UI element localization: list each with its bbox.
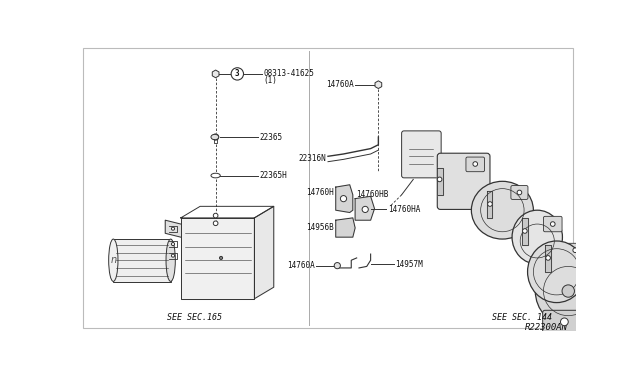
FancyBboxPatch shape (566, 243, 584, 258)
Circle shape (437, 177, 442, 182)
Circle shape (334, 263, 340, 269)
Text: 14760H: 14760H (307, 188, 334, 197)
Polygon shape (336, 218, 355, 237)
Text: 22365H: 22365H (260, 171, 287, 180)
Circle shape (172, 243, 175, 246)
Text: 14760HB: 14760HB (356, 190, 388, 199)
Polygon shape (375, 81, 381, 89)
FancyBboxPatch shape (437, 153, 490, 209)
Circle shape (172, 254, 175, 257)
Circle shape (562, 285, 575, 297)
Circle shape (550, 222, 555, 226)
Polygon shape (165, 220, 180, 237)
Text: R22300AN: R22300AN (525, 323, 568, 332)
FancyBboxPatch shape (543, 217, 562, 232)
Circle shape (220, 256, 223, 260)
Ellipse shape (211, 134, 219, 140)
Ellipse shape (109, 239, 118, 281)
Text: (1): (1) (264, 76, 278, 84)
Circle shape (573, 248, 577, 253)
Text: n: n (110, 255, 116, 265)
Circle shape (473, 162, 477, 166)
Text: SEE SEC. 144: SEE SEC. 144 (492, 314, 552, 323)
Circle shape (340, 196, 347, 202)
Ellipse shape (211, 173, 220, 178)
Circle shape (522, 229, 527, 233)
Ellipse shape (512, 210, 563, 264)
Polygon shape (487, 191, 492, 218)
Circle shape (546, 256, 550, 260)
Polygon shape (355, 196, 374, 220)
Circle shape (231, 68, 244, 80)
Text: 22365: 22365 (260, 132, 283, 141)
FancyBboxPatch shape (543, 310, 586, 334)
FancyBboxPatch shape (466, 157, 484, 172)
Bar (113, 240, 172, 282)
Text: 08313-41625: 08313-41625 (264, 68, 314, 78)
Circle shape (212, 134, 219, 140)
FancyBboxPatch shape (402, 131, 441, 178)
Text: 14760HA: 14760HA (388, 205, 420, 214)
Text: 14760A: 14760A (287, 261, 315, 270)
Text: 14957M: 14957M (396, 260, 423, 269)
Polygon shape (180, 218, 254, 299)
Circle shape (213, 221, 218, 225)
Text: SEE SEC.165: SEE SEC.165 (167, 314, 222, 323)
Ellipse shape (527, 241, 586, 302)
Text: 14760A: 14760A (326, 80, 353, 89)
Text: 22316N: 22316N (299, 154, 326, 163)
Text: 14956B: 14956B (307, 224, 334, 232)
Circle shape (561, 318, 568, 326)
Polygon shape (336, 185, 353, 212)
Circle shape (517, 190, 522, 195)
Circle shape (488, 202, 492, 206)
Text: 3: 3 (235, 70, 239, 78)
Polygon shape (436, 168, 443, 195)
Ellipse shape (535, 256, 601, 326)
Circle shape (362, 206, 368, 212)
Ellipse shape (166, 239, 175, 281)
Polygon shape (545, 245, 551, 272)
Circle shape (213, 213, 218, 218)
Polygon shape (254, 206, 274, 299)
Polygon shape (212, 70, 219, 78)
Ellipse shape (472, 181, 533, 239)
Polygon shape (522, 218, 528, 245)
Circle shape (172, 227, 175, 230)
FancyBboxPatch shape (511, 186, 528, 199)
